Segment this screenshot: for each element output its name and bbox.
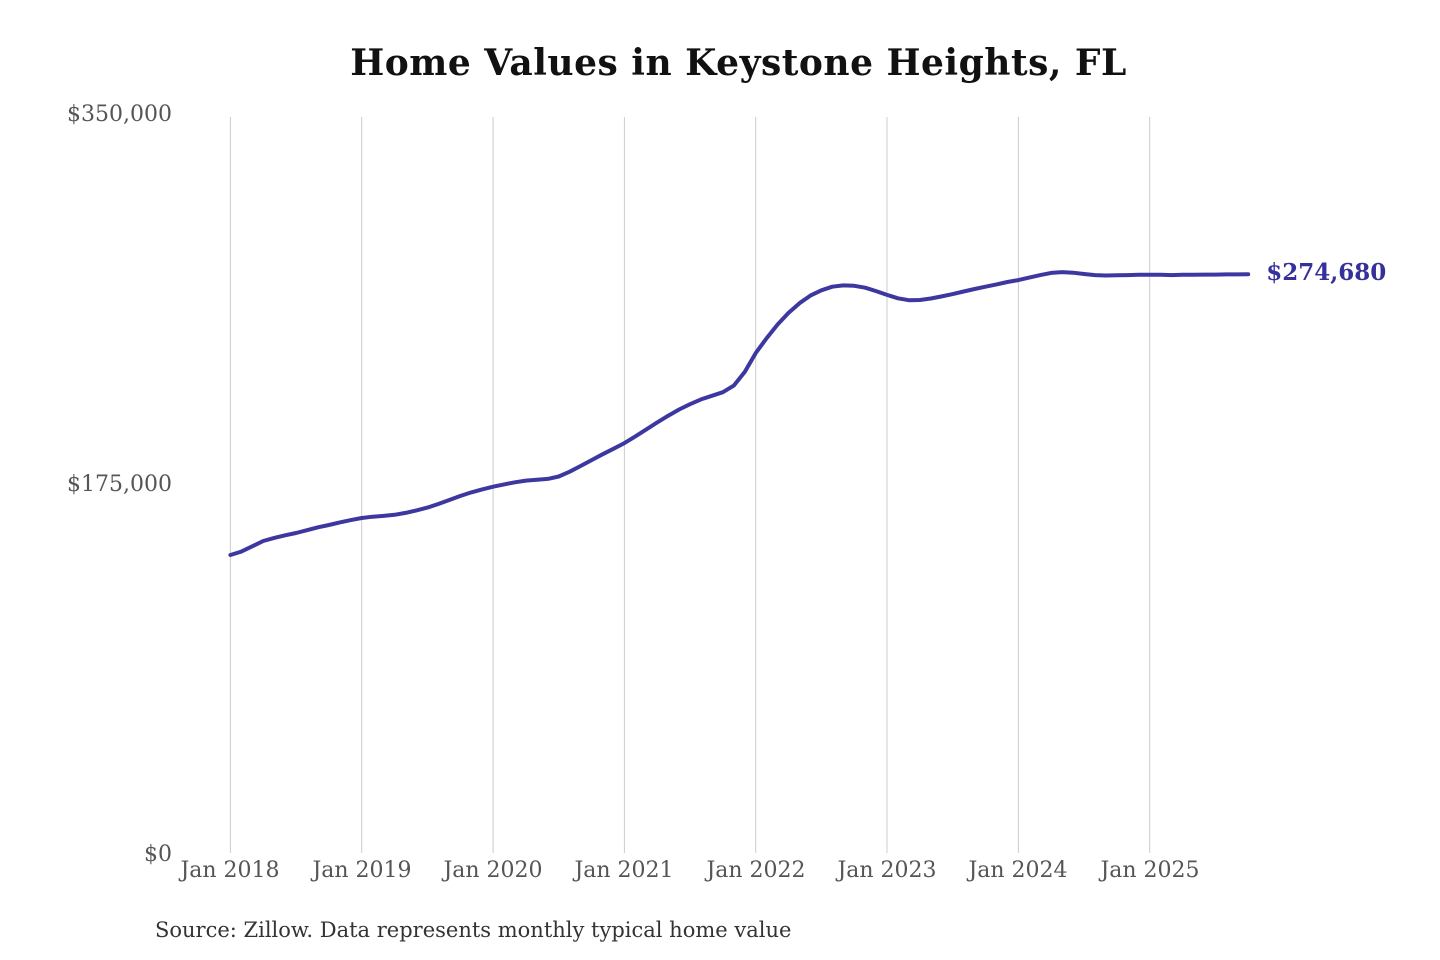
x-axis-tick-label: Jan 2025	[1100, 858, 1200, 883]
y-axis-tick-label: $0	[144, 842, 172, 867]
x-axis-tick-label: Jan 2020	[443, 858, 543, 883]
x-axis-tick-label: Jan 2018	[180, 858, 280, 883]
x-axis-tick-label: Jan 2019	[312, 858, 412, 883]
x-axis-tick-label: Jan 2023	[837, 858, 937, 883]
current-value-label: $274,680	[1266, 259, 1387, 287]
y-axis-tick-label: $175,000	[67, 472, 172, 497]
chart-title: Home Values in Keystone Heights, FL	[350, 42, 1127, 84]
value-line	[228, 270, 1251, 557]
y-axis-tick-label: $350,000	[67, 102, 172, 127]
source-note: Source: Zillow. Data represents monthly …	[155, 918, 792, 942]
x-axis-tick-label: Jan 2022	[706, 858, 806, 883]
x-axis-tick-label: Jan 2021	[574, 858, 674, 883]
x-axis-tick-label: Jan 2024	[968, 858, 1068, 883]
